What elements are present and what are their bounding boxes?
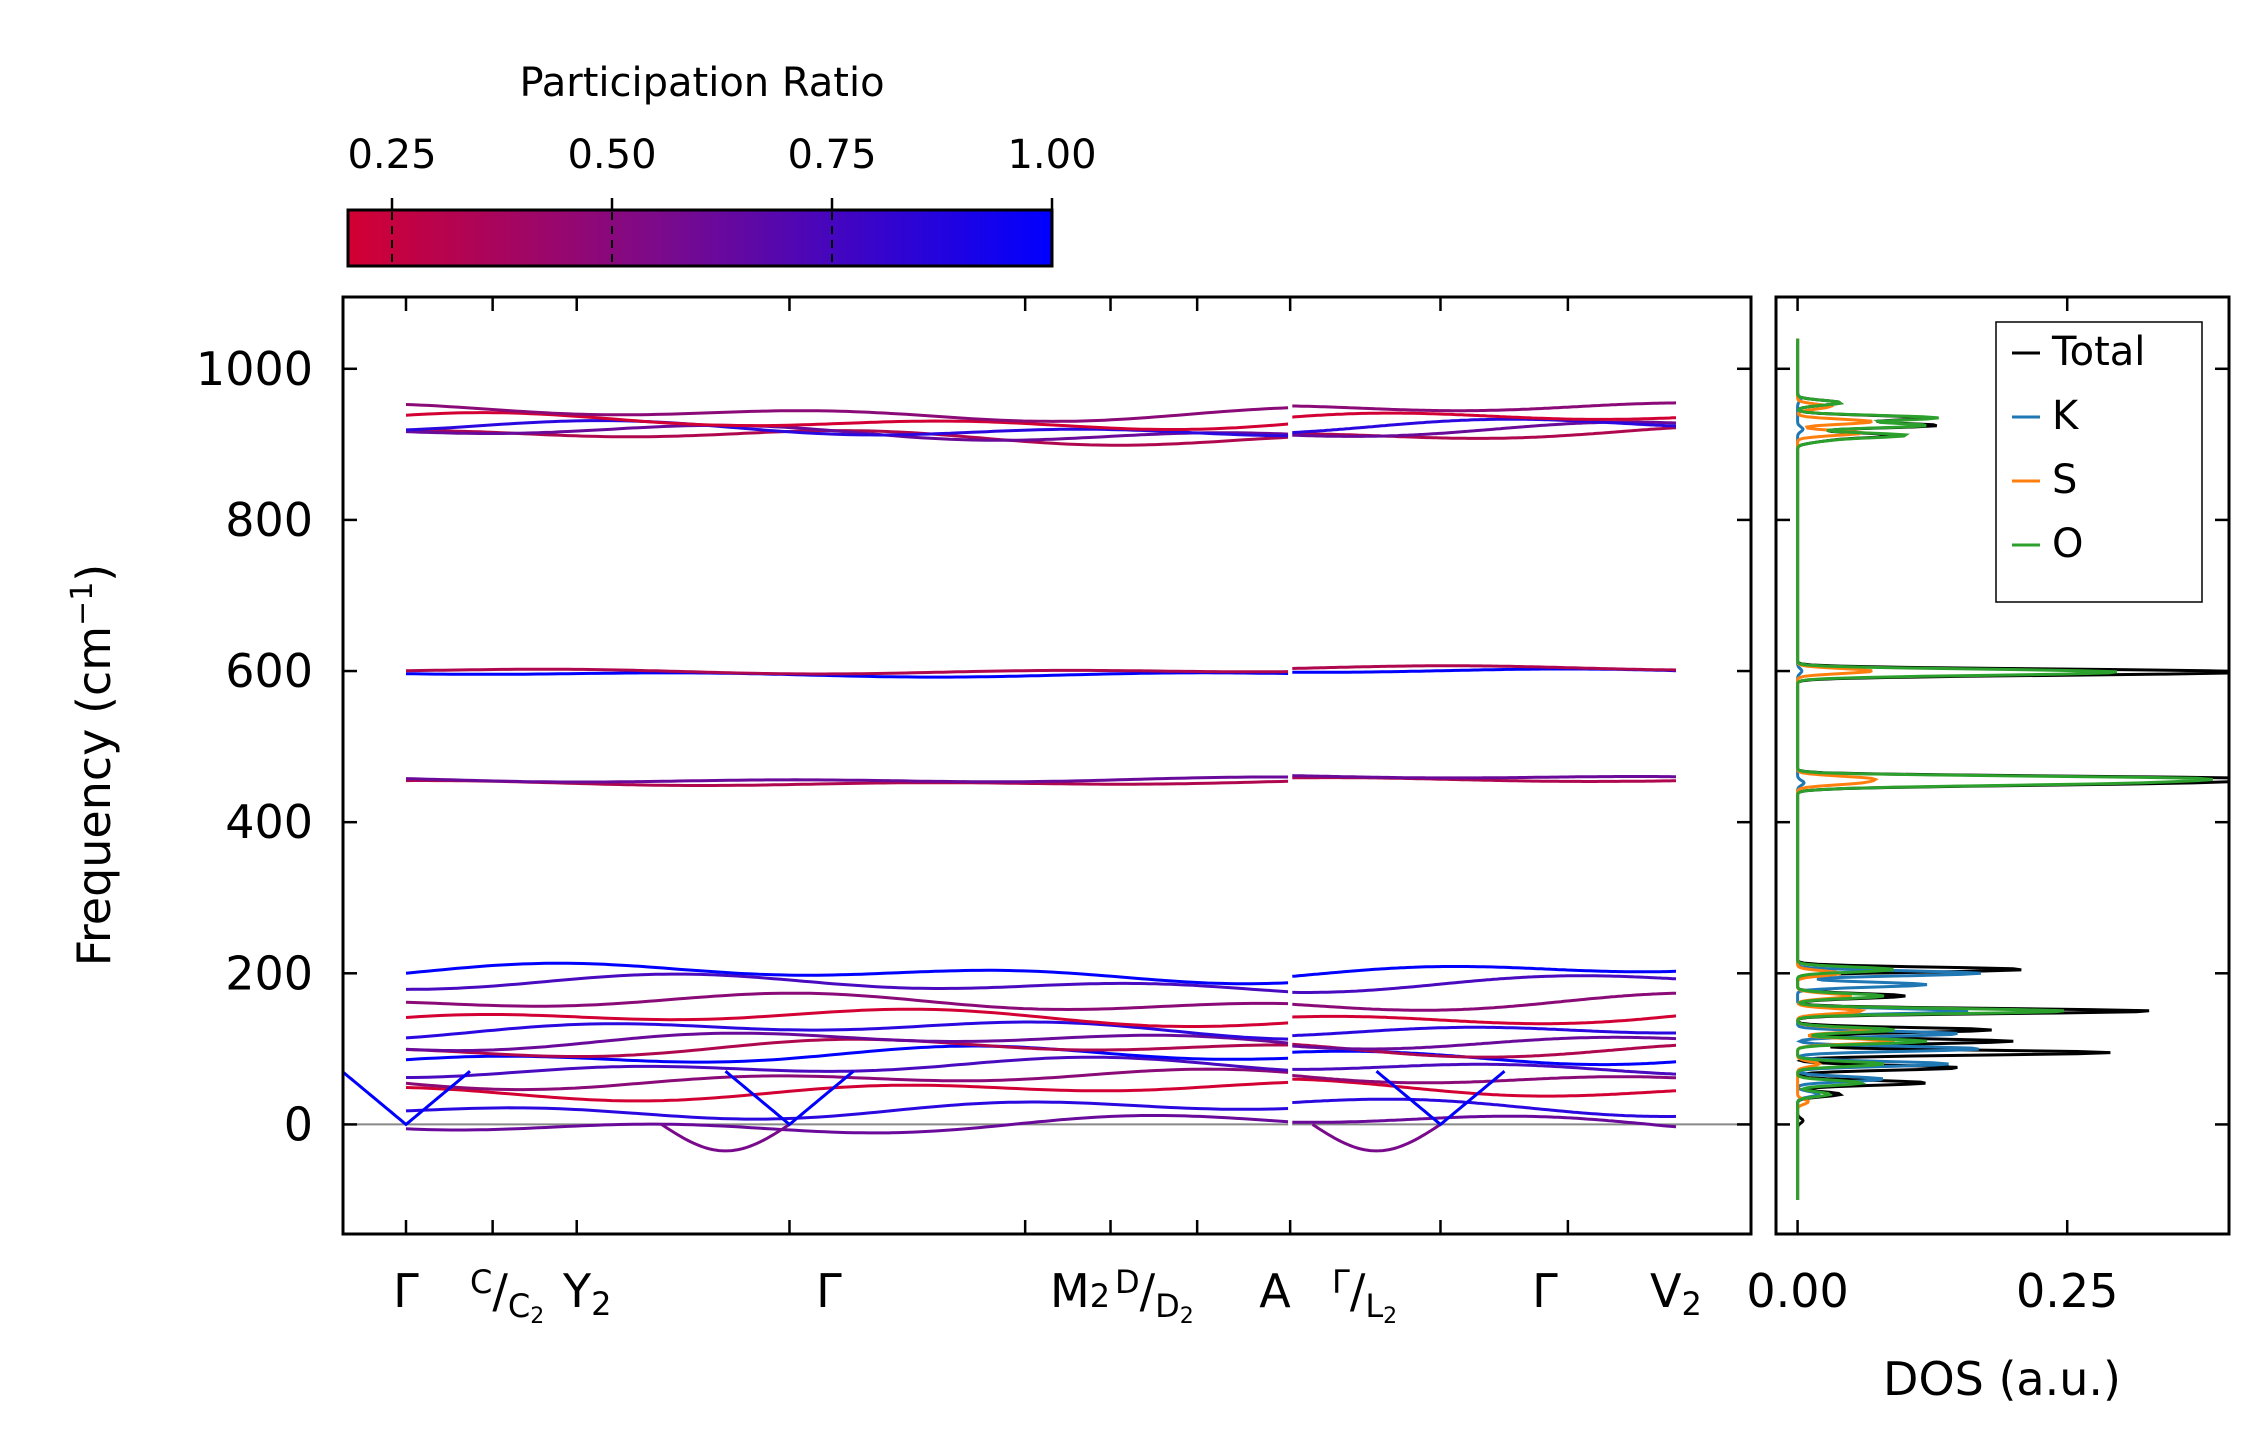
legend-label: O: [2052, 521, 2083, 567]
band-line: [1292, 1077, 1677, 1098]
band-line: [406, 1055, 1289, 1079]
y-tick-label: 0: [284, 1097, 313, 1151]
colorbar-tick-label: 0.25: [347, 132, 436, 178]
dos-plot: 0.00 0.25 DOS (a.u.) Total KSO: [1746, 295, 2231, 1406]
band-line: [405, 411, 1289, 431]
kpoint-label-c-c2: C/C2: [470, 1263, 544, 1329]
band-axes: 0 200 400 600 800 1000: [196, 297, 1751, 1234]
dos-lines: [1796, 338, 2229, 1200]
band-line: [1292, 774, 1676, 780]
band-line: [405, 1020, 1289, 1041]
colorbar: Participation Ratio 0.25 0.50 0.75 1.00: [346, 60, 1097, 268]
legend-label: Total: [2051, 329, 2145, 375]
band-line: [405, 991, 1289, 1012]
y-tick-label: 200: [225, 946, 313, 1000]
band-line: [1292, 1097, 1677, 1118]
x-tick-labels: Γ C/C2 Y2 Γ M2 D/D2 A Γ/L2 Γ V2: [393, 1263, 1702, 1329]
kpoint-label-y2: Y2: [562, 1264, 611, 1323]
band-line: [1292, 974, 1677, 994]
colorbar-ticks: 0.25 0.50 0.75 1.00: [347, 132, 1097, 264]
band-line: [1292, 1062, 1677, 1076]
band-line: [405, 423, 1289, 442]
y-tick-label: 600: [225, 644, 313, 698]
colorbar-title: Participation Ratio: [519, 60, 884, 106]
legend-entries: Total KSO: [2012, 329, 2145, 567]
dos-plot-frame: [1774, 295, 2231, 1236]
band-line: [405, 961, 1289, 986]
kpoint-label-v2: V2: [1650, 1264, 1702, 1323]
band-line: [1292, 965, 1677, 978]
band-line: [405, 667, 1289, 676]
band-plot-frame: [341, 295, 1753, 1236]
y-tick-label: 1000: [196, 342, 313, 396]
band-line: [1292, 1114, 1677, 1129]
kpoint-label-gamma-1: Γ: [393, 1264, 419, 1318]
acoustic-soft-mode: [1311, 1123, 1442, 1153]
kpoint-label-a: A: [1259, 1264, 1291, 1318]
band-line: [405, 775, 1289, 784]
band-structure-plot: 0 200 400 600 800 1000 Frequency (cm−1) Γ C/C…: [65, 295, 1753, 1329]
band-line: [1292, 401, 1677, 413]
kpoint-label-d-d2: D/D2: [1115, 1263, 1194, 1329]
band-line: [1292, 1073, 1677, 1085]
colorbar-gradient: [346, 208, 1054, 268]
y-axis-label: Frequency (cm−1): [65, 564, 121, 967]
legend-frame: [1995, 321, 2203, 603]
kpoint-label-gamma-3: Γ: [1532, 1264, 1558, 1318]
dos-axes: 0.00 0.25: [1746, 297, 2229, 1318]
dos-x-tick-label: 0.00: [1746, 1264, 1848, 1318]
kpoint-label-m2: M2: [1050, 1264, 1110, 1318]
band-line: [1292, 1014, 1677, 1026]
band-line: [1292, 1035, 1677, 1051]
band-line: [405, 671, 1289, 679]
kpoint-label-gamma-l2: Γ/L2: [1332, 1263, 1397, 1329]
band-line: [405, 972, 1289, 994]
band-lines: [343, 297, 1751, 1234]
band-line: [1292, 664, 1677, 672]
band-line: [1292, 411, 1677, 421]
colorbar-tick-label: 1.00: [1007, 132, 1096, 178]
band-line: [1292, 1025, 1676, 1038]
band-line: [405, 403, 1289, 423]
kpoint-label-gamma-2: Γ: [816, 1264, 842, 1318]
acoustic-soft-mode: [660, 1123, 791, 1153]
dos-x-tick-label: 0.25: [2016, 1264, 2118, 1318]
legend-label: S: [2052, 457, 2077, 503]
colorbar-tick-label: 0.75: [787, 132, 876, 178]
band-line: [405, 1037, 1289, 1058]
band-line: [405, 1007, 1289, 1028]
band-line: [1292, 991, 1677, 1012]
dos-legend: Total KSO: [1995, 321, 2203, 603]
y-tick-label: 800: [225, 493, 313, 547]
band-line: [405, 1031, 1289, 1053]
band-line: [405, 1100, 1289, 1121]
dos-series-o: [1796, 338, 2213, 1200]
band-line: [1292, 417, 1677, 435]
acoustic-branch: [724, 1070, 855, 1127]
band-line: [405, 1080, 1289, 1103]
band-line: [405, 1114, 1289, 1135]
y-tick-label: 400: [225, 795, 313, 849]
acoustic-branch: [343, 1070, 471, 1127]
dos-x-label: DOS (a.u.): [1883, 1352, 2121, 1406]
acoustic-branch: [1375, 1070, 1506, 1127]
legend-label: K: [2052, 393, 2080, 439]
colorbar-tick-label: 0.50: [567, 132, 656, 178]
